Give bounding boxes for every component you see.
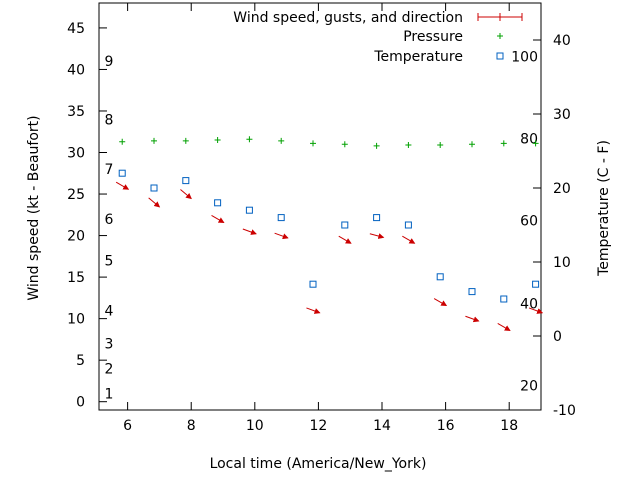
- beaufort-label: 9: [105, 54, 114, 70]
- temperature-point: [436, 273, 444, 281]
- pressure-point: [151, 137, 158, 144]
- pressure-point: [278, 137, 285, 144]
- x-tick-label: 8: [187, 418, 196, 434]
- temperature-point: [341, 221, 349, 229]
- beaufort-label: 1: [105, 386, 114, 402]
- wind-arrow: [497, 323, 511, 331]
- y-tick-label: 30: [67, 146, 85, 162]
- temperature-point: [214, 199, 222, 207]
- pressure-point: [246, 136, 253, 143]
- pressure-point: [468, 141, 475, 148]
- temperature-point: [182, 177, 190, 185]
- x-tick-label: 10: [246, 418, 264, 434]
- wind-arrow: [115, 181, 130, 190]
- temperature-point: [500, 295, 508, 303]
- wind-arrow: [402, 235, 416, 244]
- y2-axis-label: Temperature (C - F): [596, 140, 612, 277]
- pressure-point: [500, 140, 507, 147]
- plot-border: [98, 2, 542, 411]
- legend-wind-label: Wind speed, gusts, and direction: [233, 10, 463, 26]
- temperature-point: [532, 280, 540, 288]
- wind-arrow: [369, 233, 385, 239]
- beaufort-label: 7: [105, 162, 114, 178]
- y-axis-label: Wind speed (kt - Beaufort): [26, 115, 42, 300]
- legend-temperature-sample: [496, 52, 504, 60]
- pressure-point: [532, 140, 539, 147]
- temperature-point: [404, 221, 412, 229]
- y-tick-label: 40: [67, 62, 85, 78]
- x-tick-label: 6: [123, 418, 132, 434]
- temperature-point: [468, 288, 476, 296]
- pressure-point: [437, 142, 444, 149]
- wind-arrow: [148, 197, 161, 208]
- wind-arrow: [211, 215, 225, 223]
- fahrenheit-label: 40: [520, 296, 538, 312]
- pressure-point: [119, 138, 126, 145]
- fahrenheit-label: 20: [520, 379, 538, 395]
- legend-pressure-label: Pressure: [403, 29, 463, 45]
- wind-arrow: [528, 307, 544, 314]
- temperature-point: [373, 214, 381, 222]
- wind-arrow: [274, 232, 289, 240]
- y2-tick-label: 40: [553, 33, 571, 49]
- y-tick-label: 45: [67, 21, 85, 37]
- x-axis-label: Local time (America/New_York): [210, 456, 427, 472]
- y-tick-label: 0: [76, 395, 85, 411]
- wind-arrow: [306, 307, 321, 314]
- temperature-point: [150, 184, 158, 192]
- y-tick-label: 20: [67, 229, 85, 245]
- legend-pressure-sample: [497, 33, 503, 39]
- temperature-point: [118, 169, 126, 177]
- y-tick-label: 5: [76, 353, 85, 369]
- fahrenheit-label: 100: [511, 49, 538, 65]
- wind-arrow: [465, 315, 480, 323]
- beaufort-label: 3: [105, 337, 114, 353]
- wind-arrow: [180, 189, 192, 200]
- temperature-point: [245, 206, 253, 214]
- x-tick-label: 16: [437, 418, 455, 434]
- y2-tick-label: 10: [553, 255, 571, 271]
- pressure-point: [310, 140, 317, 147]
- y-tick-label: 10: [67, 312, 85, 328]
- wind-arrow: [433, 298, 448, 307]
- y-tick-label: 35: [67, 104, 85, 120]
- x-tick-label: 18: [500, 418, 518, 434]
- pressure-point: [405, 142, 412, 149]
- beaufort-label: 6: [105, 212, 114, 228]
- pressure-point: [341, 141, 348, 148]
- beaufort-label: 4: [105, 303, 114, 319]
- wind-arrow: [338, 235, 352, 244]
- x-tick-label: 14: [373, 418, 391, 434]
- temperature-point: [309, 280, 317, 288]
- pressure-point: [182, 137, 189, 144]
- y2-tick-label: -10: [553, 403, 576, 419]
- fahrenheit-label: 60: [520, 214, 538, 230]
- pressure-point: [373, 142, 380, 149]
- wind-arrow: [242, 228, 257, 235]
- y-tick-label: 15: [67, 270, 85, 286]
- y2-tick-label: 0: [553, 329, 562, 345]
- y-tick-label: 25: [67, 187, 85, 203]
- beaufort-label: 2: [105, 361, 114, 377]
- beaufort-label: 8: [105, 112, 114, 128]
- x-tick-label: 12: [309, 418, 327, 434]
- legend-temperature-label: Temperature: [373, 49, 463, 65]
- y2-tick-label: 20: [553, 181, 571, 197]
- beaufort-label: 5: [105, 253, 114, 269]
- y2-tick-label: 30: [553, 107, 571, 123]
- temperature-point: [277, 214, 285, 222]
- pressure-point: [214, 137, 221, 144]
